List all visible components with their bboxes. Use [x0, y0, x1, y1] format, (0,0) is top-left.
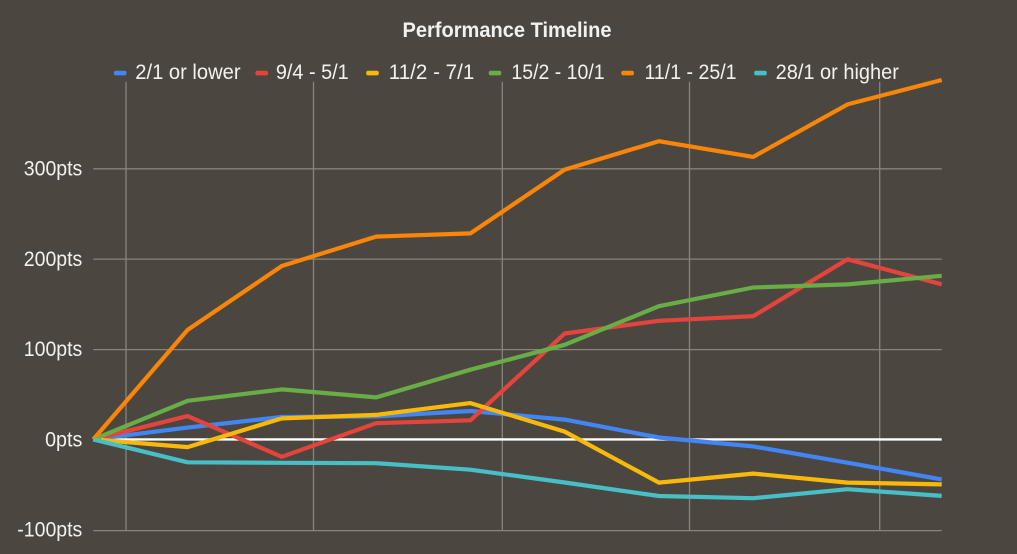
svg-text:9/4 - 5/1: 9/4 - 5/1 — [276, 61, 349, 84]
svg-text:11/2 - 7/1: 11/2 - 7/1 — [389, 61, 475, 84]
svg-text:28/1 or higher: 28/1 or higher — [776, 61, 899, 84]
svg-text:0pts: 0pts — [45, 429, 82, 452]
svg-text:15/2 - 10/1: 15/2 - 10/1 — [511, 61, 604, 84]
svg-text:Performance Timeline: Performance Timeline — [403, 18, 612, 42]
svg-text:100pts: 100pts — [24, 338, 83, 361]
svg-text:200pts: 200pts — [24, 248, 83, 271]
svg-text:-100pts: -100pts — [17, 519, 82, 542]
svg-text:11/1 - 25/1: 11/1 - 25/1 — [645, 61, 737, 84]
svg-text:2/1 or lower: 2/1 or lower — [135, 61, 240, 84]
svg-text:300pts: 300pts — [24, 157, 83, 180]
